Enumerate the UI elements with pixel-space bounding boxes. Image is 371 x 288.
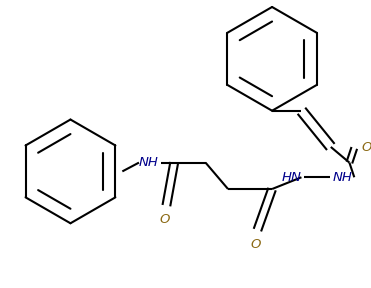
Text: O: O: [361, 141, 371, 154]
Text: HN: HN: [282, 171, 301, 184]
Text: NH: NH: [333, 171, 352, 184]
Text: O: O: [250, 238, 260, 251]
Text: O: O: [159, 213, 170, 226]
Text: NH: NH: [139, 156, 159, 169]
